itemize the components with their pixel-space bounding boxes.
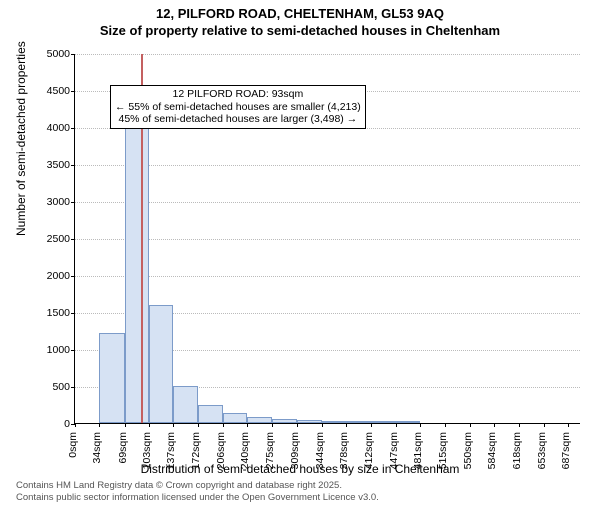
x-tick-mark — [99, 423, 100, 427]
x-tick-mark — [297, 423, 298, 427]
x-tick-mark — [544, 423, 545, 427]
chart-title-main: 12, PILFORD ROAD, CHELTENHAM, GL53 9AQ — [0, 6, 600, 21]
y-tick-mark — [71, 128, 75, 129]
footer-line-2: Contains public sector information licen… — [16, 492, 379, 504]
gridline — [75, 239, 580, 240]
chart-title-sub: Size of property relative to semi-detach… — [0, 23, 600, 38]
plot-area: 12 PILFORD ROAD: 93sqm← 55% of semi-deta… — [74, 54, 580, 424]
y-tick-label: 2500 — [34, 233, 70, 245]
histogram-bar — [125, 127, 149, 423]
y-tick-mark — [71, 202, 75, 203]
gridline — [75, 276, 580, 277]
histogram-bar — [272, 419, 296, 423]
histogram-bar — [173, 386, 198, 423]
gridline — [75, 202, 580, 203]
y-tick-label: 3500 — [34, 159, 70, 171]
gridline — [75, 165, 580, 166]
annotation-line-1: 12 PILFORD ROAD: 93sqm — [115, 88, 361, 101]
histogram-bar — [371, 421, 396, 423]
x-tick-mark — [420, 423, 421, 427]
histogram-bar — [322, 421, 346, 423]
x-tick-mark — [173, 423, 174, 427]
y-tick-label: 4000 — [34, 122, 70, 134]
annotation-line-2: ← 55% of semi-detached houses are smalle… — [115, 101, 361, 114]
x-tick-mark — [470, 423, 471, 427]
y-tick-mark — [71, 54, 75, 55]
x-tick-mark — [223, 423, 224, 427]
x-tick-mark — [75, 423, 76, 427]
histogram-bar — [297, 420, 322, 423]
y-tick-mark — [71, 165, 75, 166]
y-tick-label: 500 — [34, 381, 70, 393]
x-tick-mark — [568, 423, 569, 427]
x-tick-mark — [272, 423, 273, 427]
y-tick-label: 1000 — [34, 344, 70, 356]
y-tick-mark — [71, 313, 75, 314]
x-tick-mark — [247, 423, 248, 427]
annotation-line-3: 45% of semi-detached houses are larger (… — [115, 113, 361, 126]
annotation-box: 12 PILFORD ROAD: 93sqm← 55% of semi-deta… — [110, 85, 366, 129]
y-tick-label: 1500 — [34, 307, 70, 319]
footer-attribution: Contains HM Land Registry data © Crown c… — [16, 480, 379, 504]
footer-line-1: Contains HM Land Registry data © Crown c… — [16, 480, 379, 492]
y-tick-mark — [71, 239, 75, 240]
histogram-bar — [99, 333, 124, 423]
y-tick-label: 2000 — [34, 270, 70, 282]
x-tick-mark — [396, 423, 397, 427]
chart-container: 12, PILFORD ROAD, CHELTENHAM, GL53 9AQ S… — [0, 6, 600, 506]
y-tick-label: 4500 — [34, 85, 70, 97]
x-tick-mark — [519, 423, 520, 427]
x-tick-mark — [346, 423, 347, 427]
histogram-bar — [223, 413, 247, 423]
y-tick-mark — [71, 276, 75, 277]
x-tick-mark — [494, 423, 495, 427]
histogram-bar — [396, 421, 420, 423]
y-tick-mark — [71, 387, 75, 388]
y-axis-label: Number of semi-detached properties — [14, 41, 28, 236]
y-tick-mark — [71, 91, 75, 92]
y-tick-label: 0 — [34, 418, 70, 430]
y-tick-mark — [71, 350, 75, 351]
histogram-bar — [247, 417, 272, 423]
y-tick-label: 5000 — [34, 48, 70, 60]
x-tick-mark — [371, 423, 372, 427]
histogram-bar — [149, 305, 173, 423]
x-tick-mark — [125, 423, 126, 427]
x-tick-mark — [445, 423, 446, 427]
x-tick-mark — [198, 423, 199, 427]
histogram-bar — [346, 421, 370, 423]
x-tick-mark — [322, 423, 323, 427]
gridline — [75, 54, 580, 55]
y-tick-label: 3000 — [34, 196, 70, 208]
x-tick-mark — [149, 423, 150, 427]
histogram-bar — [198, 405, 222, 424]
